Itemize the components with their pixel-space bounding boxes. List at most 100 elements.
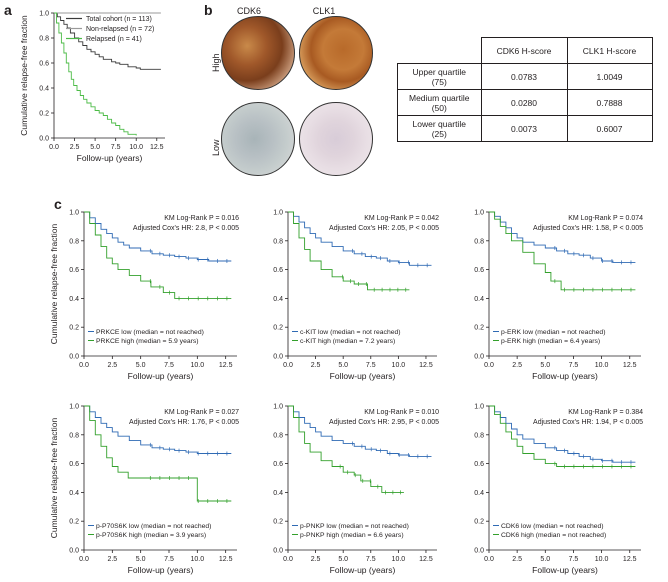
x-tick-label: 12.5 bbox=[419, 362, 433, 369]
x-tick-label: 12.5 bbox=[219, 556, 233, 563]
x-tick-label: 12.5 bbox=[219, 362, 233, 369]
chart-c6: 0.0 0.2 0.4 0.6 0.8 1.0 0.0 2.5 5.0 7.5 10.0 12.5 Fo… bbox=[474, 404, 643, 576]
x-tick-label: 10.0 bbox=[392, 362, 406, 369]
x-tick-label: 0.0 bbox=[484, 362, 494, 369]
y-tick-label: 1.0 bbox=[474, 404, 484, 411]
y-tick-label: 0.6 bbox=[273, 461, 283, 468]
y-axis-label: Cumulative relapse-free fraction bbox=[49, 418, 59, 539]
y-tick-label: 0.0 bbox=[69, 354, 79, 361]
y-tick-label: 0.8 bbox=[273, 432, 283, 439]
chart-c3: 0.0 0.2 0.4 0.6 0.8 1.0 0.0 2.5 5.0 7.5 10.0 12.5 Fo… bbox=[474, 210, 643, 382]
x-tick-label: 5.0 bbox=[338, 362, 348, 369]
km-curve-1 bbox=[489, 405, 636, 463]
km-curve-2 bbox=[489, 405, 636, 467]
km-curve-1 bbox=[54, 12, 161, 70]
y-tick-label: 0.2 bbox=[474, 519, 484, 526]
chart-c5: 0.0 0.2 0.4 0.6 0.8 1.0 0.0 2.5 5.0 7.5 10.0 12.5 Fo… bbox=[273, 404, 439, 576]
legend-label: c-KIT low (median = not reached) bbox=[300, 329, 401, 336]
table-row: Medium quartile (50) 0.0280 0.7888 bbox=[397, 89, 653, 116]
x-tick-label: 10.0 bbox=[595, 362, 609, 369]
y-tick-label: 0.8 bbox=[39, 36, 49, 43]
km-curve-2 bbox=[288, 405, 404, 493]
y-tick-label: 1.0 bbox=[474, 210, 484, 217]
cox-annotation: Adjusted Cox's HR: 1.76, P < 0.005 bbox=[129, 419, 239, 426]
x-axis-label: Follow-up (years) bbox=[128, 565, 194, 575]
x-tick-label: 10.0 bbox=[595, 556, 609, 563]
table-row: Lower quartile (25) 0.0073 0.6007 bbox=[397, 115, 653, 142]
km-curve-2 bbox=[84, 211, 232, 299]
legend-label: Relapsed (n = 41) bbox=[86, 36, 142, 43]
chart-c2: 0.0 0.2 0.4 0.6 0.8 1.0 0.0 2.5 5.0 7.5 10.0 12.5 Fo… bbox=[273, 210, 439, 382]
logrank-annotation: KM Log-Rank P = 0.384 bbox=[568, 409, 643, 416]
y-tick-label: 1.0 bbox=[273, 404, 283, 411]
y-tick-label: 0.8 bbox=[69, 238, 79, 245]
ihc-image-clk1-high bbox=[299, 16, 373, 90]
km-curve-2 bbox=[288, 211, 410, 291]
y-axis-label: Cumulative relapse-free fraction bbox=[49, 224, 59, 345]
km-curve-1 bbox=[288, 405, 432, 457]
x-tick-label: 7.5 bbox=[164, 556, 174, 563]
y-tick-label: 0.2 bbox=[273, 325, 283, 332]
ihc-image-clk1-low bbox=[299, 102, 373, 176]
x-tick-label: 5.0 bbox=[136, 362, 146, 369]
km-curve-1 bbox=[489, 211, 636, 263]
y-tick-label: 0.6 bbox=[474, 267, 484, 274]
legend-label: p-P70S6K low (median = not reached) bbox=[96, 523, 211, 530]
x-tick-label: 0.0 bbox=[79, 362, 89, 369]
y-tick-label: 0.8 bbox=[474, 432, 484, 439]
x-tick-label: 7.5 bbox=[366, 556, 376, 563]
table-row-label: Upper quartile (75) bbox=[397, 63, 482, 90]
km-curve-1 bbox=[84, 211, 232, 262]
logrank-annotation: KM Log-Rank P = 0.042 bbox=[364, 215, 439, 222]
km-curve-1 bbox=[84, 405, 232, 454]
x-tick-label: 7.5 bbox=[366, 362, 376, 369]
y-tick-label: 1.0 bbox=[273, 210, 283, 217]
x-tick-label: 0.0 bbox=[49, 144, 59, 151]
x-tick-label: 2.5 bbox=[311, 556, 321, 563]
x-tick-label: 12.5 bbox=[623, 362, 637, 369]
x-tick-label: 5.0 bbox=[90, 144, 100, 151]
y-tick-label: 0.6 bbox=[474, 461, 484, 468]
x-tick-label: 2.5 bbox=[512, 556, 522, 563]
legend-label: Total cohort (n = 113) bbox=[86, 16, 152, 23]
x-tick-label: 12.5 bbox=[419, 556, 433, 563]
legend-label: p-PNKP high (median = 6.6 years) bbox=[300, 532, 404, 539]
x-tick-label: 7.5 bbox=[569, 556, 579, 563]
cox-annotation: Adjusted Cox's HR: 2.95, P < 0.005 bbox=[329, 419, 439, 426]
y-tick-label: 0.4 bbox=[69, 490, 79, 497]
y-axis-label: Cumulative relapse-free fraction bbox=[19, 15, 29, 136]
y-tick-label: 0.6 bbox=[273, 267, 283, 274]
legend-label: p-PNKP low (median = not reached) bbox=[300, 523, 409, 530]
x-tick-label: 5.0 bbox=[136, 556, 146, 563]
y-tick-label: 0.4 bbox=[39, 86, 49, 93]
y-tick-label: 0.4 bbox=[474, 490, 484, 497]
x-axis-label: Follow-up (years) bbox=[330, 565, 396, 575]
y-tick-label: 0.2 bbox=[273, 519, 283, 526]
ihc-col-cdk6: CDK6 bbox=[236, 6, 261, 16]
panel-label-c: c bbox=[54, 196, 62, 212]
y-tick-label: 0.4 bbox=[474, 296, 484, 303]
x-axis-label: Follow-up (years) bbox=[330, 371, 396, 381]
y-tick-label: 0.8 bbox=[474, 238, 484, 245]
y-tick-label: 0.6 bbox=[69, 461, 79, 468]
x-axis-label: Follow-up (years) bbox=[532, 565, 598, 575]
x-tick-label: 7.5 bbox=[164, 362, 174, 369]
table-header-cdk6: CDK6 H-score bbox=[480, 37, 568, 64]
km-curve-1 bbox=[288, 211, 432, 266]
y-tick-label: 0.0 bbox=[273, 548, 283, 555]
table-cell: 0.0073 bbox=[480, 115, 568, 142]
chart-c1: 0.0 0.2 0.4 0.6 0.8 1.0 0.0 2.5 5.0 7.5 10.0 12.5 Fo… bbox=[49, 210, 239, 382]
table-cell: 0.7888 bbox=[566, 89, 653, 116]
x-tick-label: 5.0 bbox=[540, 362, 550, 369]
chart-a: 0.0 0.2 0.4 0.6 0.8 1.0 0.0 2.5 5.0 7.5 10.0 12.5 Fo… bbox=[19, 11, 165, 163]
legend-label: PRKCE low (median = not reached) bbox=[96, 329, 204, 336]
logrank-annotation: KM Log-Rank P = 0.016 bbox=[164, 215, 239, 222]
x-tick-label: 7.5 bbox=[111, 144, 121, 151]
km-curve-3 bbox=[54, 12, 137, 136]
y-tick-label: 0.4 bbox=[273, 490, 283, 497]
legend-label: c-KIT high (median = 7.2 years) bbox=[300, 338, 395, 345]
y-tick-label: 0.4 bbox=[69, 296, 79, 303]
legend-label: PRKCE high (median = 5.9 years) bbox=[96, 338, 199, 345]
x-tick-label: 10.0 bbox=[392, 556, 406, 563]
